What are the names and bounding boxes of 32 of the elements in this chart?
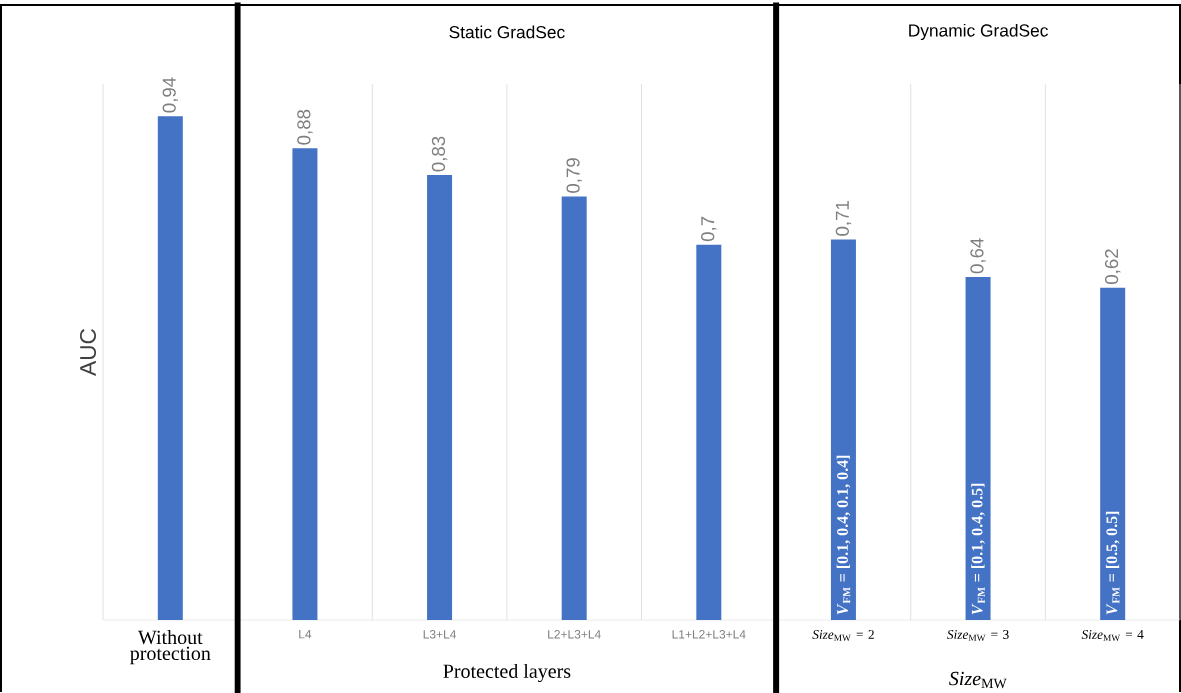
x-tick-label: L4	[299, 630, 312, 639]
data-label: 0,94	[162, 77, 179, 113]
data-label: 0,88	[297, 109, 313, 145]
data-label: 0,62	[1104, 249, 1121, 285]
text: Static GradSec	[449, 25, 565, 39]
data-label: 0,7	[701, 216, 717, 242]
x-tick-label: Size$_{MW}$ = 2	[812, 630, 874, 642]
bar	[292, 148, 318, 620]
bar	[696, 244, 722, 620]
x-tick-label: L3+L4	[423, 630, 457, 639]
x-tick-label: L1+L2+L3+L4	[672, 630, 746, 639]
bar	[157, 116, 183, 620]
annotation: V$_{FM}$ = [0.5, 0.5]	[1105, 511, 1120, 615]
bar	[561, 196, 587, 620]
bar	[427, 175, 453, 620]
data-label: 0,64	[970, 238, 986, 274]
x-tick-label: Without protection	[130, 630, 211, 665]
text: Size$_{MW}$	[949, 671, 1007, 689]
bar	[1100, 287, 1126, 620]
text: Dynamic GradSec	[909, 23, 1048, 41]
bar	[830, 239, 856, 620]
bar	[965, 276, 991, 620]
x-tick-label: Size$_{MW}$ = 4	[1081, 630, 1144, 642]
data-label: 0,83	[431, 136, 448, 172]
data-label: 0,71	[835, 201, 852, 236]
data-label: 0,79	[566, 158, 582, 193]
annotation: V$_{FM}$ = [0.1, 0.4, 0.1, 0.4]	[836, 455, 851, 615]
annotation: V$_{FM}$ = [0.1, 0.4, 0.5]	[971, 483, 985, 615]
x-tick-label: L2+L3+L4	[548, 630, 601, 639]
x-tick-label: Size$_{MW}$ = 3	[947, 630, 1009, 642]
y-axis-title: AUC	[79, 328, 97, 376]
text: Protected layers	[443, 663, 571, 683]
